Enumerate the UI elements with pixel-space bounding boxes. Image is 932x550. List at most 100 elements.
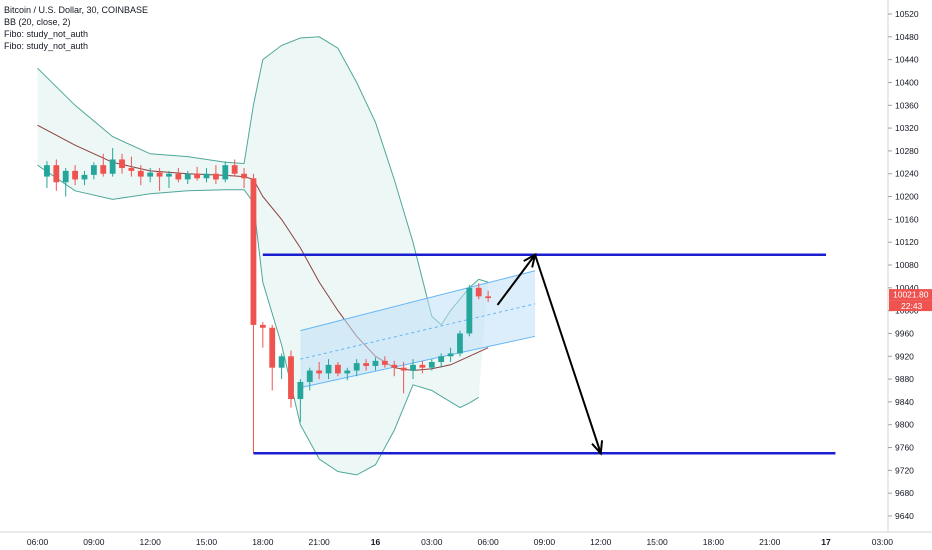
candle-body	[222, 165, 229, 180]
time-tick-label: 12:00	[140, 537, 162, 547]
candles	[44, 148, 492, 454]
candle-body	[400, 367, 407, 371]
candle-body	[297, 381, 304, 400]
time-tick-label: 15:00	[196, 537, 218, 547]
candle-body	[353, 363, 360, 371]
candle-body	[381, 360, 388, 365]
candle-body	[53, 165, 60, 183]
candle-body	[137, 170, 144, 177]
bb-basis-line	[37, 124, 489, 372]
candle-body	[212, 173, 219, 180]
candle-body	[410, 364, 416, 371]
candle-body	[316, 370, 323, 374]
price-tick-label: 10400	[895, 77, 919, 87]
candle-body	[485, 296, 492, 299]
bb-lower-line	[37, 164, 479, 476]
candle-body	[72, 170, 79, 180]
candle-body	[391, 364, 398, 368]
price-tick-label: 10360	[895, 100, 919, 110]
drawings[interactable]	[253, 252, 836, 456]
last-price-badge	[889, 289, 932, 301]
time-tick-label: 17	[821, 537, 831, 547]
arrow-down	[534, 254, 602, 454]
candle-body	[335, 364, 341, 374]
price-axis[interactable]: 10520 10480 10440 10400 10360 10320 10280 10240…	[888, 9, 932, 521]
candle-body	[241, 173, 247, 179]
price-tick-label: 9920	[895, 351, 914, 361]
candle-body	[44, 165, 50, 177]
candle-body	[363, 363, 369, 366]
time-tick-label: 09:00	[83, 537, 105, 547]
candle-body	[184, 173, 191, 180]
candle-body	[438, 356, 445, 362]
price-tick-label: 10040	[895, 283, 919, 293]
candle-body	[428, 361, 435, 368]
price-tick-label: 10320	[895, 123, 919, 133]
price-tick-label: 10440	[895, 55, 919, 65]
candle-body	[128, 168, 135, 171]
bb-indicator-label[interactable]: BB (20, close, 2)	[4, 17, 71, 27]
candle-body	[203, 173, 210, 179]
candle-body	[156, 172, 163, 177]
time-axis[interactable]: 06:00 09:00 12:00 15:00 18:00 21:00 16 03:00 06:…	[27, 537, 893, 547]
candle-body	[344, 370, 351, 374]
candle-body	[147, 172, 154, 177]
candle-body	[325, 364, 332, 374]
candle-body	[90, 165, 97, 175]
symbol-title[interactable]: Bitcoin / U.S. Dollar, 30, COINBASE	[4, 5, 149, 15]
candle-body	[447, 353, 454, 357]
arrow-down-head	[591, 440, 604, 456]
channel-upper-line	[300, 270, 536, 332]
candle-body	[475, 287, 482, 297]
price-tick-label: 10120	[895, 237, 919, 247]
candle-body	[306, 370, 313, 382]
candle-body	[194, 173, 201, 179]
candle-body	[100, 165, 107, 174]
price-tick-label: 9800	[895, 420, 914, 430]
candle-body	[259, 324, 266, 328]
countdown-label: 22:43	[901, 301, 923, 311]
time-tick-label: 12:00	[590, 537, 612, 547]
candle-body	[250, 178, 257, 325]
time-tick-label: 18:00	[703, 537, 725, 547]
price-tick-label: 9640	[895, 511, 914, 521]
candle-body	[288, 356, 294, 400]
price-tick-label: 10160	[895, 214, 919, 224]
time-tick-label: 03:00	[872, 537, 894, 547]
channel-mid-line	[300, 303, 536, 360]
time-tick-label: 21:00	[759, 537, 781, 547]
channel-fill	[300, 270, 536, 388]
price-tick-label: 10200	[895, 192, 919, 202]
chart-legend: Bitcoin / U.S. Dollar, 30, COINBASE BB (…	[4, 4, 148, 52]
channel-lower-line	[300, 335, 536, 389]
price-tick-label: 9960	[895, 328, 914, 338]
price-tick-label: 9880	[895, 374, 914, 384]
price-tick-label: 10280	[895, 146, 919, 156]
time-tick-label: 03:00	[421, 537, 443, 547]
candle-body	[119, 159, 125, 169]
candle-body	[269, 327, 276, 368]
parallel-channel[interactable]	[300, 270, 536, 389]
candle-body	[457, 333, 463, 354]
time-tick-label: 21:00	[309, 537, 331, 547]
candle-body	[231, 165, 238, 174]
price-tick-label: 10480	[895, 32, 919, 42]
candle-body	[419, 364, 426, 368]
fibo-indicator-label[interactable]: Fibo: study_not_auth	[4, 29, 89, 39]
price-tick-label: 10240	[895, 169, 919, 179]
candle-body	[466, 287, 473, 334]
price-tick-label: 9720	[895, 465, 914, 475]
time-tick-label: 18:00	[252, 537, 274, 547]
countdown-badge	[889, 300, 932, 312]
time-tick-label: 06:00	[477, 537, 499, 547]
price-tick-label: 9760	[895, 443, 914, 453]
candle-body	[62, 170, 69, 183]
candle-body	[278, 356, 285, 368]
candle-body	[175, 173, 182, 180]
time-tick-label: 06:00	[27, 537, 49, 547]
time-tick-label: 15:00	[646, 537, 668, 547]
candle-body	[109, 159, 116, 174]
fibo-indicator-label-2[interactable]: Fibo: study_not_auth	[4, 41, 89, 51]
